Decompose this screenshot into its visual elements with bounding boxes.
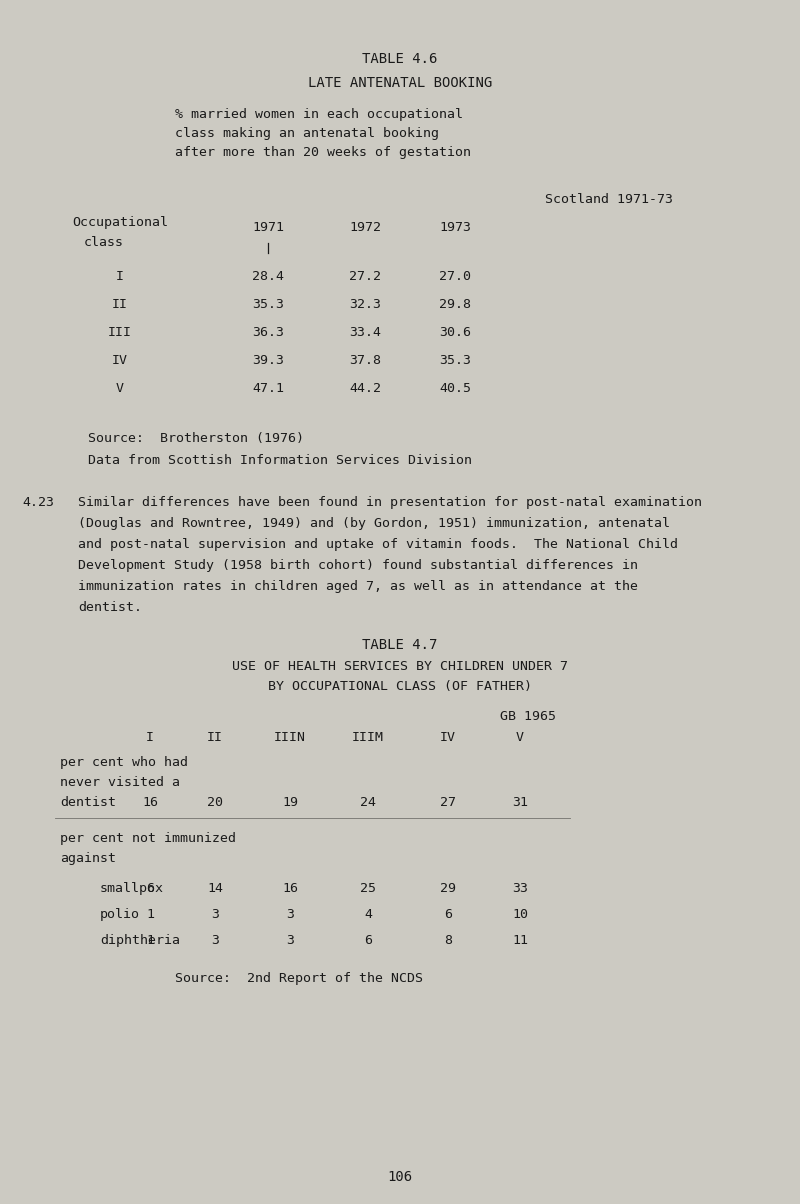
Text: Data from Scottish Information Services Division: Data from Scottish Information Services … xyxy=(88,454,472,467)
Text: Development Study (1958 birth cohort) found substantial differences in: Development Study (1958 birth cohort) fo… xyxy=(78,559,638,572)
Text: 3: 3 xyxy=(286,934,294,948)
Text: TABLE 4.6: TABLE 4.6 xyxy=(362,52,438,66)
Text: 1: 1 xyxy=(146,908,154,921)
Text: TABLE 4.7: TABLE 4.7 xyxy=(362,638,438,653)
Text: 1: 1 xyxy=(146,934,154,948)
Text: 16: 16 xyxy=(142,796,158,809)
Text: 14: 14 xyxy=(207,883,223,895)
Text: 25: 25 xyxy=(360,883,376,895)
Text: (Douglas and Rowntree, 1949) and (by Gordon, 1951) immunization, antenatal: (Douglas and Rowntree, 1949) and (by Gor… xyxy=(78,517,670,530)
Text: II: II xyxy=(207,731,223,744)
Text: 40.5: 40.5 xyxy=(439,382,471,395)
Text: 16: 16 xyxy=(282,883,298,895)
Text: Source:  2nd Report of the NCDS: Source: 2nd Report of the NCDS xyxy=(175,972,423,985)
Text: 6: 6 xyxy=(364,934,372,948)
Text: after more than 20 weeks of gestation: after more than 20 weeks of gestation xyxy=(175,146,471,159)
Text: Scotland 1971-73: Scotland 1971-73 xyxy=(545,193,673,206)
Text: 3: 3 xyxy=(286,908,294,921)
Text: 6: 6 xyxy=(146,883,154,895)
Text: immunization rates in children aged 7, as well as in attendance at the: immunization rates in children aged 7, a… xyxy=(78,580,638,594)
Text: diphtheria: diphtheria xyxy=(100,934,180,948)
Text: IV: IV xyxy=(112,354,128,367)
Text: 30.6: 30.6 xyxy=(439,326,471,340)
Text: class: class xyxy=(84,236,124,249)
Text: BY OCCUPATIONAL CLASS (OF FATHER): BY OCCUPATIONAL CLASS (OF FATHER) xyxy=(268,680,532,694)
Text: 33: 33 xyxy=(512,883,528,895)
Text: LATE ANTENATAL BOOKING: LATE ANTENATAL BOOKING xyxy=(308,76,492,90)
Text: Source:  Brotherston (1976): Source: Brotherston (1976) xyxy=(88,432,304,445)
Text: 4: 4 xyxy=(364,908,372,921)
Text: 27.2: 27.2 xyxy=(349,270,381,283)
Text: GB 1965: GB 1965 xyxy=(500,710,556,722)
Text: 3: 3 xyxy=(211,934,219,948)
Text: Similar differences have been found in presentation for post-natal examination: Similar differences have been found in p… xyxy=(78,496,702,509)
Text: % married women in each occupational: % married women in each occupational xyxy=(175,108,463,120)
Text: 1972: 1972 xyxy=(349,222,381,234)
Text: dentist.: dentist. xyxy=(78,601,142,614)
Text: 1973: 1973 xyxy=(439,222,471,234)
Text: 10: 10 xyxy=(512,908,528,921)
Text: 37.8: 37.8 xyxy=(349,354,381,367)
Text: 35.3: 35.3 xyxy=(252,299,284,311)
Text: USE OF HEALTH SERVICES BY CHILDREN UNDER 7: USE OF HEALTH SERVICES BY CHILDREN UNDER… xyxy=(232,660,568,673)
Text: 29.8: 29.8 xyxy=(439,299,471,311)
Text: 27: 27 xyxy=(440,796,456,809)
Text: I: I xyxy=(146,731,154,744)
Text: IIIN: IIIN xyxy=(274,731,306,744)
Text: V: V xyxy=(516,731,524,744)
Text: 32.3: 32.3 xyxy=(349,299,381,311)
Text: V: V xyxy=(116,382,124,395)
Text: 6: 6 xyxy=(444,908,452,921)
Text: 8: 8 xyxy=(444,934,452,948)
Text: 28.4: 28.4 xyxy=(252,270,284,283)
Text: 31: 31 xyxy=(512,796,528,809)
Text: IIIM: IIIM xyxy=(352,731,384,744)
Text: polio: polio xyxy=(100,908,140,921)
Text: III: III xyxy=(108,326,132,340)
Text: class making an antenatal booking: class making an antenatal booking xyxy=(175,126,439,140)
Text: 47.1: 47.1 xyxy=(252,382,284,395)
Text: 106: 106 xyxy=(387,1170,413,1184)
Text: never visited a: never visited a xyxy=(60,777,180,789)
Text: 39.3: 39.3 xyxy=(252,354,284,367)
Text: smallpox: smallpox xyxy=(100,883,164,895)
Text: 35.3: 35.3 xyxy=(439,354,471,367)
Text: 44.2: 44.2 xyxy=(349,382,381,395)
Text: 29: 29 xyxy=(440,883,456,895)
Text: II: II xyxy=(112,299,128,311)
Text: 3: 3 xyxy=(211,908,219,921)
Text: I: I xyxy=(116,270,124,283)
Text: 1971: 1971 xyxy=(252,222,284,234)
Text: dentist: dentist xyxy=(60,796,116,809)
Text: 33.4: 33.4 xyxy=(349,326,381,340)
Text: 24: 24 xyxy=(360,796,376,809)
Text: IV: IV xyxy=(440,731,456,744)
Text: 4.23: 4.23 xyxy=(22,496,54,509)
Text: Occupational: Occupational xyxy=(72,216,168,229)
Text: 11: 11 xyxy=(512,934,528,948)
Text: per cent not immunized: per cent not immunized xyxy=(60,832,236,845)
Text: 20: 20 xyxy=(207,796,223,809)
Text: and post-natal supervision and uptake of vitamin foods.  The National Child: and post-natal supervision and uptake of… xyxy=(78,538,678,551)
Text: 27.0: 27.0 xyxy=(439,270,471,283)
Text: 19: 19 xyxy=(282,796,298,809)
Text: against: against xyxy=(60,852,116,864)
Text: 36.3: 36.3 xyxy=(252,326,284,340)
Text: per cent who had: per cent who had xyxy=(60,756,188,769)
